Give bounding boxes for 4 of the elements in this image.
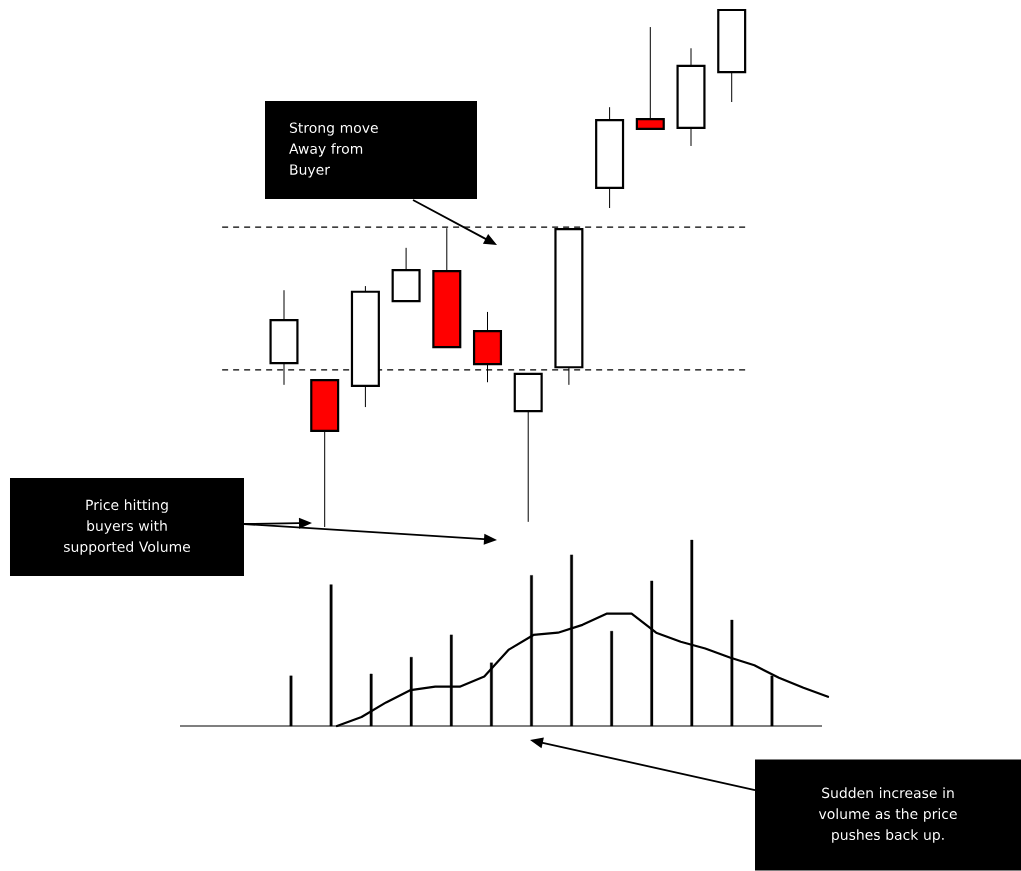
- candlestick: [635, 26, 665, 131]
- text: Price hitting buyers with supported Volume: [63, 499, 191, 555]
- text: Sudden increase in volume as the price pushes back up.: [818, 787, 957, 843]
- annotation: Strong move Away from Buyer: [289, 122, 378, 178]
